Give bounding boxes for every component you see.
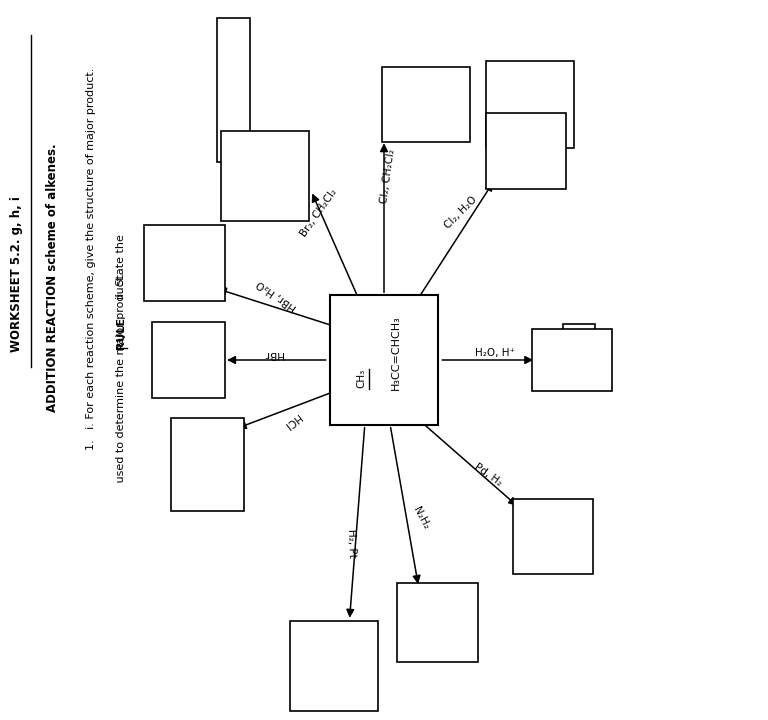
Bar: [397, 583, 478, 662]
Text: 1.   i. For each reaction scheme, give the structure of major product.: 1. i. For each reaction scheme, give the…: [85, 68, 96, 451]
Bar: [513, 498, 593, 575]
Bar: [217, 18, 250, 162]
Bar: [290, 621, 378, 711]
Text: ii. State the: ii. State the: [116, 231, 127, 320]
Bar: [144, 225, 224, 301]
Bar: [486, 61, 574, 148]
Bar: [330, 295, 438, 425]
Text: HBr, H₂O: HBr, H₂O: [255, 278, 298, 312]
Text: H₃CC=CHCH₃: H₃CC=CHCH₃: [390, 315, 401, 390]
Bar: [486, 113, 567, 189]
Text: HCl: HCl: [282, 412, 302, 431]
Text: ADDITION REACTION scheme of alkenes.: ADDITION REACTION scheme of alkenes.: [46, 143, 58, 412]
Text: used to determine the major product.: used to determine the major product.: [116, 272, 127, 485]
Bar: [221, 132, 309, 222]
Text: Cl₂, CH₂Cl₂: Cl₂, CH₂Cl₂: [379, 148, 396, 204]
Text: Cl₂, H₂O: Cl₂, H₂O: [442, 194, 479, 230]
Text: Pd, H₂: Pd, H₂: [472, 462, 503, 488]
Text: Br₂, CH₂Cl₂: Br₂, CH₂Cl₂: [299, 186, 339, 238]
Bar: [171, 418, 244, 511]
Bar: [382, 67, 470, 143]
Text: H₂O, H⁺: H₂O, H⁺: [475, 348, 515, 358]
Bar: [563, 324, 595, 382]
Text: RULE: RULE: [116, 317, 127, 348]
Text: N₂H₂: N₂H₂: [411, 505, 431, 531]
Bar: [152, 323, 224, 398]
Text: CH₃: CH₃: [356, 369, 366, 387]
Bar: [531, 330, 613, 390]
Text: HBr: HBr: [263, 349, 283, 359]
Text: WORKSHEET 5.2. g, h, i: WORKSHEET 5.2. g, h, i: [11, 196, 23, 351]
Text: H₂, Pt: H₂, Pt: [346, 529, 357, 558]
